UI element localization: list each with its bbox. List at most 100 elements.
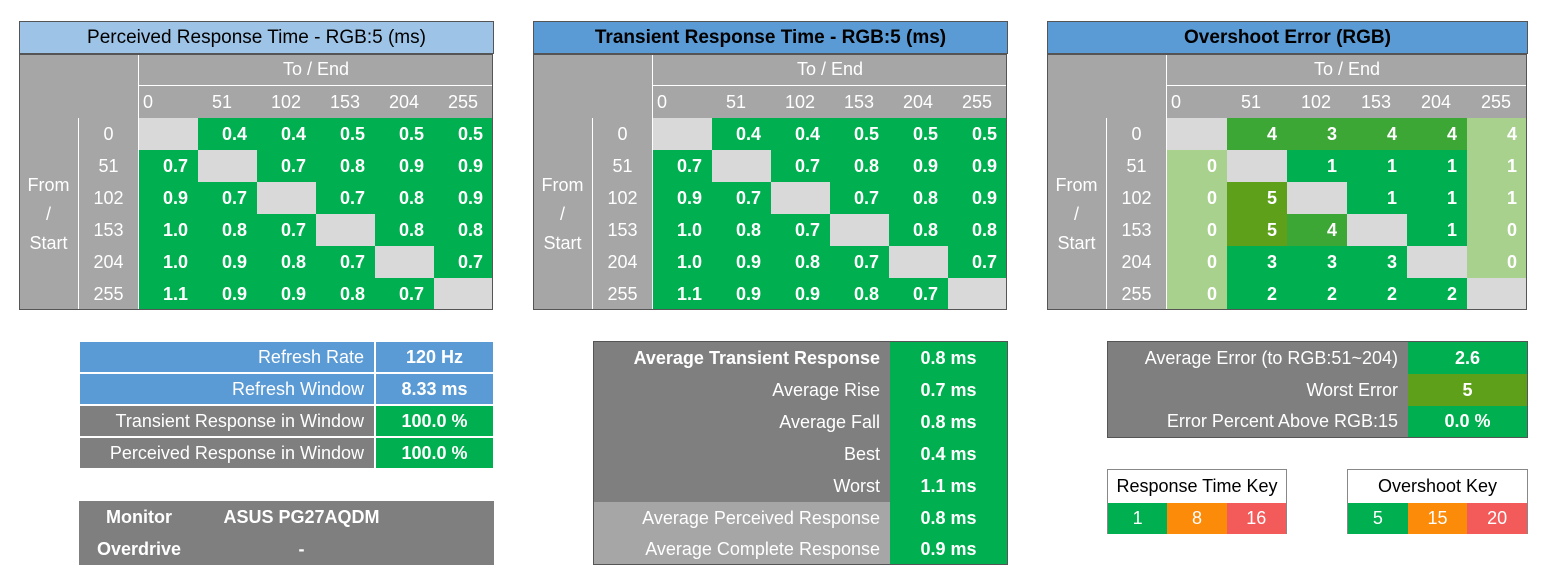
column-level-header: 255 <box>434 86 493 118</box>
matrix-value-cell: 0.8 <box>889 182 948 214</box>
overshoot-matrix: To / End 0 51 102 153 204 255 From / Start 0 51 102 1… <box>1047 54 1527 310</box>
error-label-worst: Worst Error <box>1108 374 1408 406</box>
matrix-value-cell: 0 <box>1167 150 1227 182</box>
matrix-value-cell: 1 <box>1467 150 1527 182</box>
matrix-value-cell: 0.8 <box>830 278 889 310</box>
summary-label-best: Best <box>594 438 890 470</box>
matrix-value-cell: 0.4 <box>712 118 771 150</box>
matrix-value-cell: 0.7 <box>375 278 434 310</box>
matrix-value-cell: 0.5 <box>948 118 1007 150</box>
from-start-word: / <box>45 203 51 224</box>
perceived-table-title: Perceived Response Time - RGB:5 (ms) <box>19 21 494 54</box>
matrix-value-cell: 0 <box>1467 246 1527 278</box>
summary-row-avg-rise: Average Rise 0.7 ms <box>594 374 1007 406</box>
matrix-value-cell: 4 <box>1287 214 1347 246</box>
matrix-value-cell: 1.0 <box>139 214 198 246</box>
diagonal-cell <box>1287 182 1347 214</box>
error-row-average: Average Error (to RGB:51~204) 2.6 <box>1108 342 1527 374</box>
column-level-header: 102 <box>771 86 830 118</box>
from-start-word: / <box>1073 203 1079 224</box>
matrix-value-cell: 5 <box>1227 214 1287 246</box>
matrix-value-cell: 0.4 <box>771 118 830 150</box>
row-level-header: 0 <box>1107 118 1167 150</box>
diagonal-cell <box>139 118 198 150</box>
matrix-value-cell: 5 <box>1227 182 1287 214</box>
summary-row-best: Best 0.4 ms <box>594 438 1007 470</box>
overshoot-table-title: Overshoot Error (RGB) <box>1047 21 1528 54</box>
matrix-value-cell: 1 <box>1287 150 1347 182</box>
monitor-label: Monitor <box>106 506 172 527</box>
matrix-value-cell: 3 <box>1227 246 1287 278</box>
matrix-value-cell: 0.8 <box>771 246 830 278</box>
matrix-value-cell: 1 <box>1407 182 1467 214</box>
matrix-value-cell: 0.8 <box>257 246 316 278</box>
column-level-header: 153 <box>830 86 889 118</box>
from-start-label: From / Start <box>533 118 593 310</box>
matrix-value-cell: 4 <box>1227 118 1287 150</box>
row-level-header: 0 <box>593 118 653 150</box>
matrix-value-cell: 2 <box>1347 278 1407 310</box>
matrix-value-cell: 0.7 <box>771 150 830 182</box>
diagonal-cell <box>434 278 493 310</box>
matrix-value-cell: 0.7 <box>139 150 198 182</box>
row-level-header: 204 <box>593 246 653 278</box>
diagonal-cell <box>712 150 771 182</box>
matrix-value-cell: 0.8 <box>375 182 434 214</box>
matrix-value-cell: 0.7 <box>316 182 375 214</box>
diagonal-cell <box>1407 246 1467 278</box>
matrix-value-cell: 1 <box>1347 182 1407 214</box>
refresh-window-label: Refresh Window <box>79 373 375 405</box>
matrix-value-cell: 0.9 <box>712 246 771 278</box>
column-level-header: 51 <box>1227 86 1287 118</box>
summary-row-avg-fall: Average Fall 0.8 ms <box>594 406 1007 438</box>
matrix-value-cell: 0.8 <box>948 214 1007 246</box>
matrix-value-cell: 0.7 <box>889 278 948 310</box>
summary-value-avg-perceived: 0.8 ms <box>890 502 1007 534</box>
matrix-value-cell: 0.7 <box>198 182 257 214</box>
matrix-value-cell: 0.7 <box>948 246 1007 278</box>
row-level-header: 204 <box>1107 246 1167 278</box>
diagonal-cell <box>375 246 434 278</box>
matrix-value-cell: 0.7 <box>830 182 889 214</box>
perceived-in-window-row: Perceived Response in Window 100.0 % <box>79 437 494 469</box>
overdrive-value: - <box>298 538 305 559</box>
summary-label-avg-complete: Average Complete Response <box>594 534 890 564</box>
response-key-title: Response Time Key <box>1116 476 1278 496</box>
column-level-header: 102 <box>1287 86 1347 118</box>
column-level-header: 0 <box>653 86 712 118</box>
matrix-value-cell: 0.8 <box>830 150 889 182</box>
to-end-header: To / End <box>1167 54 1527 86</box>
refresh-rate-label: Refresh Rate <box>79 341 375 373</box>
diagonal-cell <box>316 214 375 246</box>
perceived-in-window-label: Perceived Response in Window <box>79 437 375 469</box>
matrix-value-cell: 2 <box>1227 278 1287 310</box>
matrix-value-cell: 3 <box>1287 118 1347 150</box>
summary-value-avg-fall: 0.8 ms <box>890 406 1007 438</box>
summary-label-avg-rise: Average Rise <box>594 374 890 406</box>
from-start-word: Start <box>1057 232 1096 253</box>
matrix-value-cell: 0.9 <box>948 182 1007 214</box>
matrix-value-cell: 0.7 <box>257 150 316 182</box>
monitor-value: ASUS PG27AQDM <box>223 506 380 527</box>
matrix-value-cell: 0.9 <box>434 182 493 214</box>
matrix-value-cell: 4 <box>1347 118 1407 150</box>
matrix-value-cell: 0.8 <box>316 150 375 182</box>
response-key-orange: 8 <box>1167 503 1227 534</box>
matrix-value-cell: 1 <box>1347 150 1407 182</box>
row-level-header: 0 <box>79 118 139 150</box>
row-level-header: 51 <box>593 150 653 182</box>
overshoot-key-orange: 15 <box>1407 503 1468 534</box>
matrix-value-cell: 0.7 <box>771 214 830 246</box>
summary-value-avg-complete: 0.9 ms <box>890 534 1007 564</box>
matrix-value-cell: 4 <box>1467 118 1527 150</box>
summary-label-avg-perceived: Average Perceived Response <box>594 502 890 534</box>
response-key-red: 16 <box>1226 503 1286 534</box>
error-value-percent: 0.0 % <box>1408 406 1527 437</box>
error-summary-table: Average Error (to RGB:51~204) 2.6 Worst … <box>1107 341 1528 438</box>
matrix-value-cell: 0.9 <box>257 278 316 310</box>
matrix-value-cell: 0.7 <box>434 246 493 278</box>
matrix-value-cell: 0.7 <box>257 214 316 246</box>
matrix-value-cell: 1.1 <box>139 278 198 310</box>
column-level-header: 51 <box>198 86 257 118</box>
matrix-value-cell: 1.0 <box>653 246 712 278</box>
